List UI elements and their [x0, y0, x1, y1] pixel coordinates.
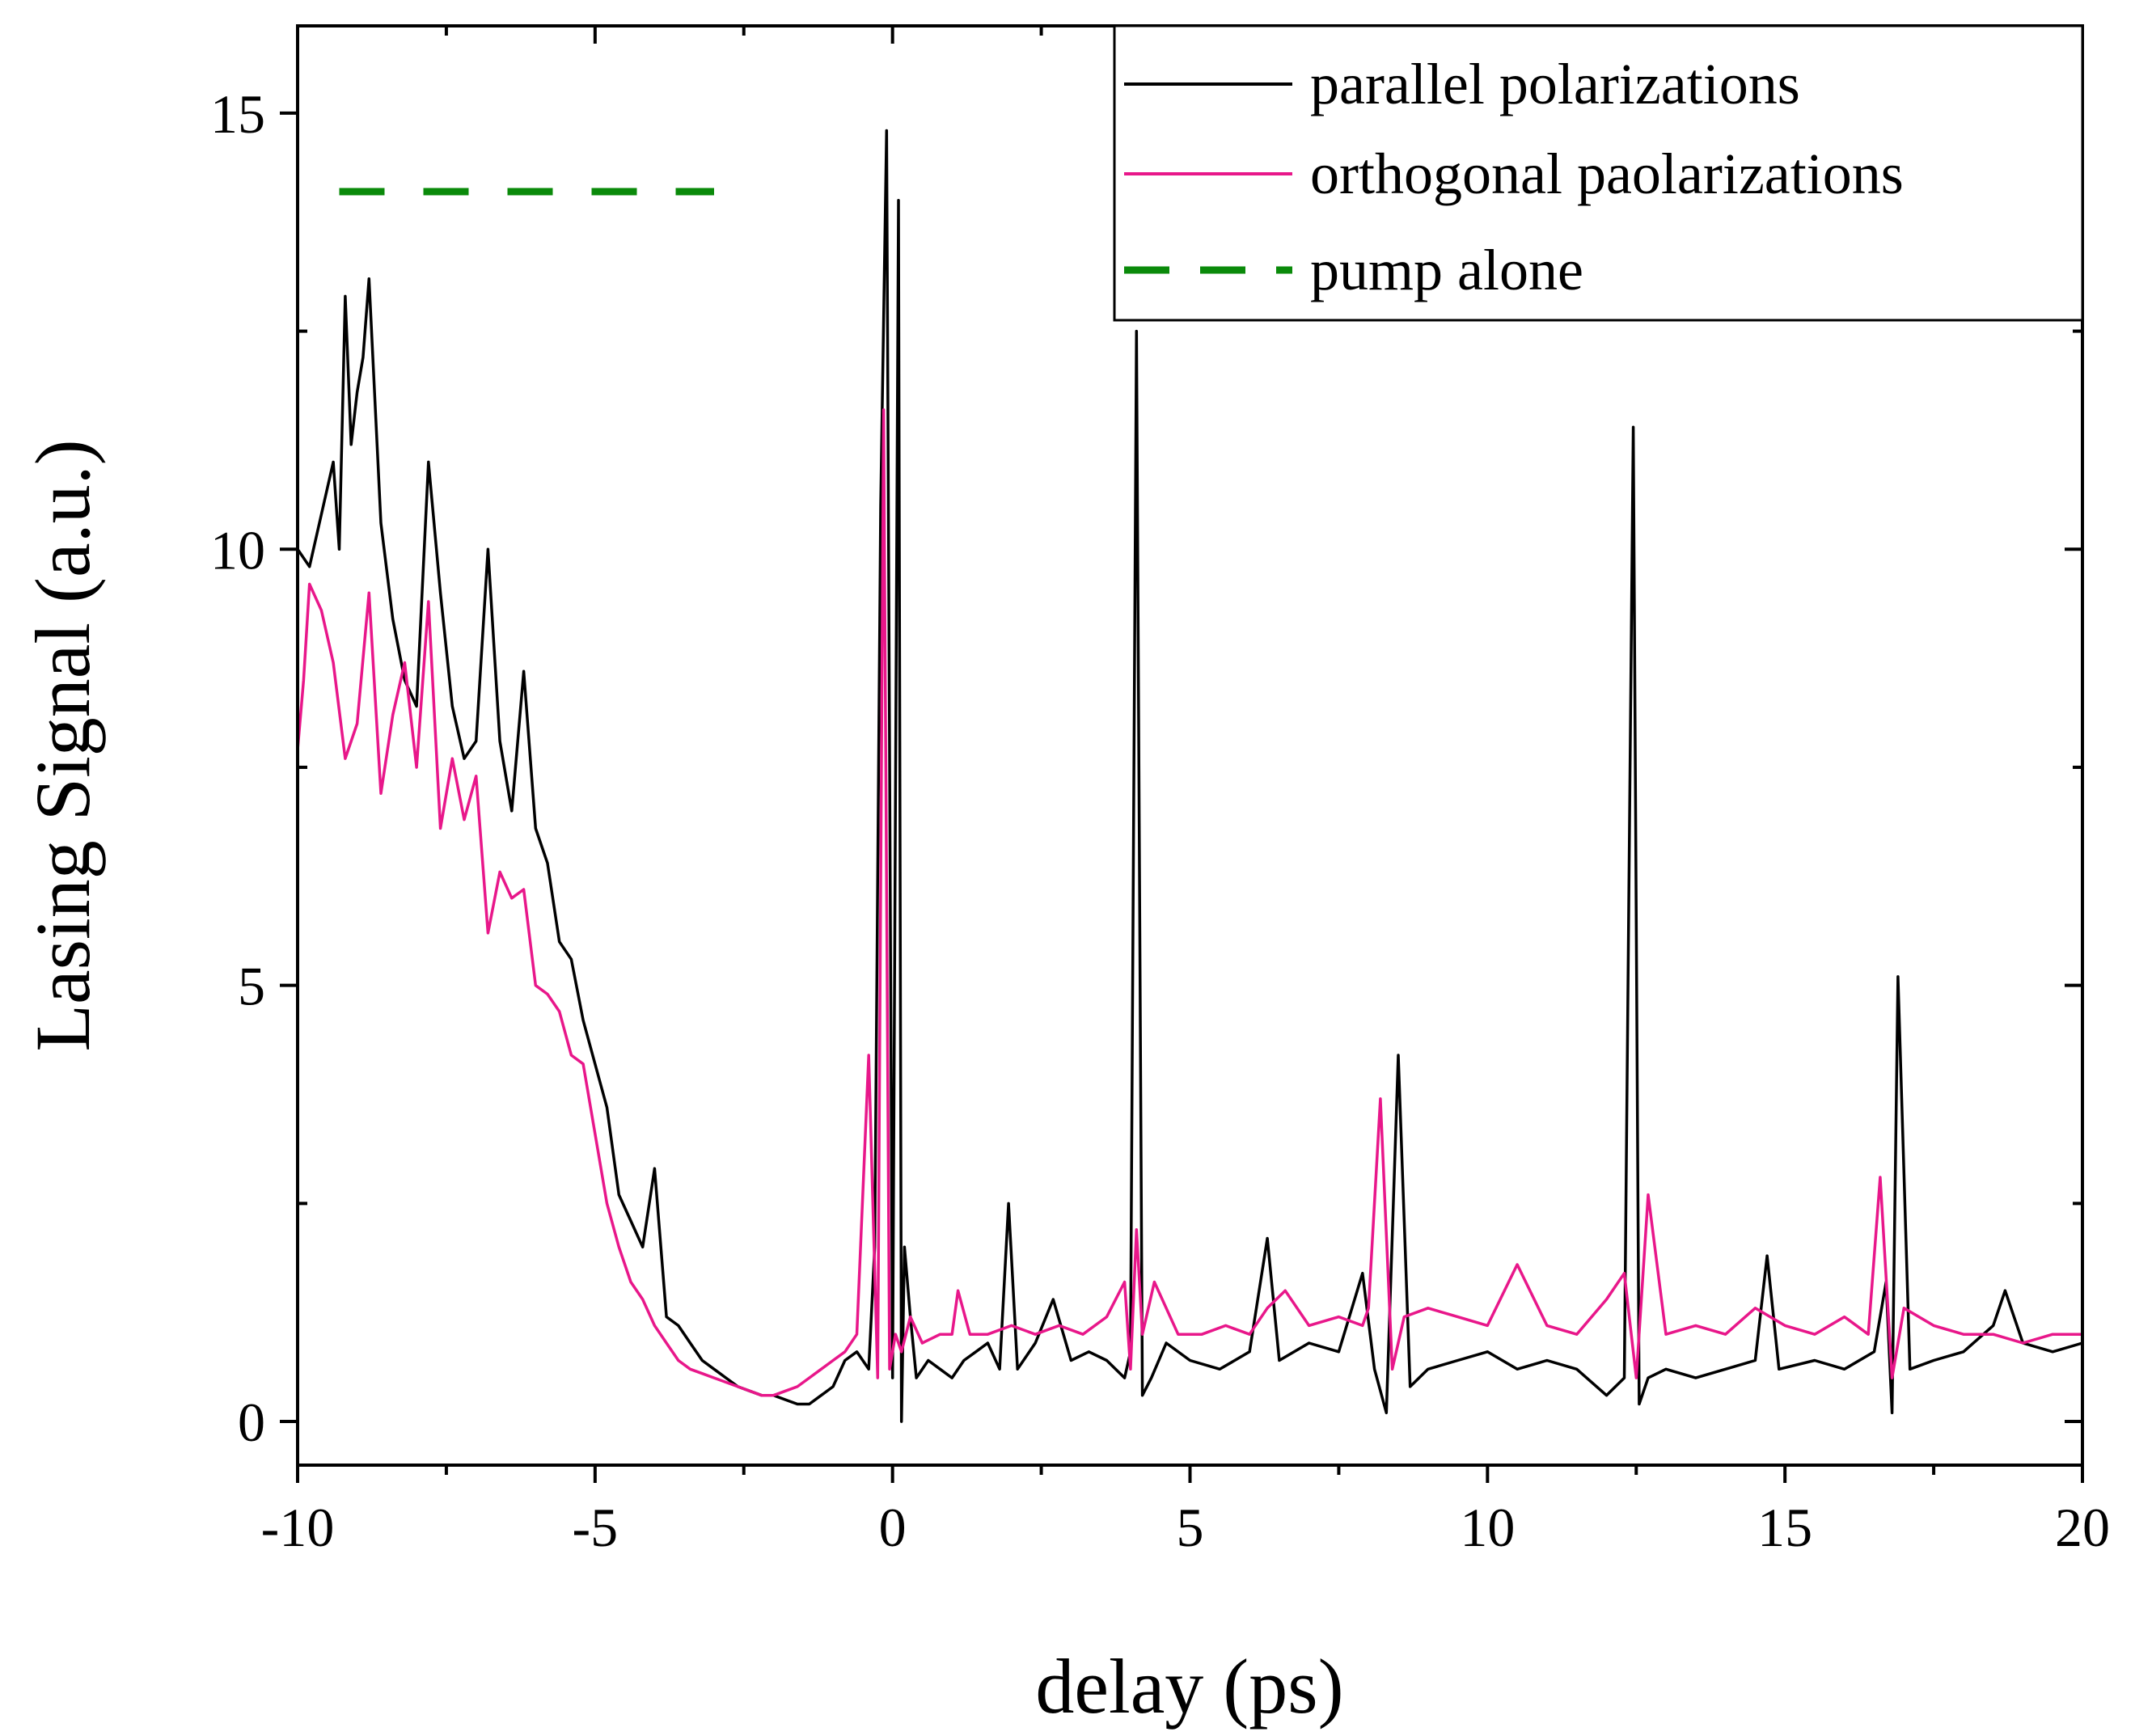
series-line-parallel-polarizations — [296, 129, 2083, 1423]
legend-label-orthogonal: orthogonal paolarizations — [1310, 141, 1904, 206]
y-tick-label: 5 — [238, 956, 265, 1017]
y-tick-label: 10 — [210, 519, 265, 581]
y-axis-ticks: 0 5 10 15 — [210, 83, 2082, 1453]
y-tick-label: 15 — [210, 83, 265, 145]
x-tick-label: 0 — [879, 1497, 907, 1558]
x-tick-label: -10 — [261, 1497, 335, 1558]
series-line-orthogonal-polarizations — [296, 408, 2082, 1397]
x-tick-label: -5 — [573, 1497, 619, 1558]
x-axis-title: delay (ps) — [1035, 1643, 1343, 1730]
x-tick-label: 15 — [1757, 1497, 1812, 1558]
legend-label-pump-alone: pump alone — [1310, 238, 1583, 302]
x-axis-ticks: -10 -5 0 5 10 15 20 — [261, 26, 2110, 1558]
x-tick-label: 10 — [1460, 1497, 1515, 1558]
y-tick-label: 0 — [238, 1392, 265, 1453]
y-axis-title: Lasing Signal (a.u.) — [19, 439, 106, 1051]
series-layer — [296, 129, 2083, 1423]
legend: parallel polarizations orthogonal paolar… — [1113, 24, 2084, 322]
legend-label-parallel: parallel polarizations — [1310, 52, 1800, 116]
x-tick-label: 20 — [2055, 1497, 2110, 1558]
x-tick-label: 5 — [1177, 1497, 1204, 1558]
